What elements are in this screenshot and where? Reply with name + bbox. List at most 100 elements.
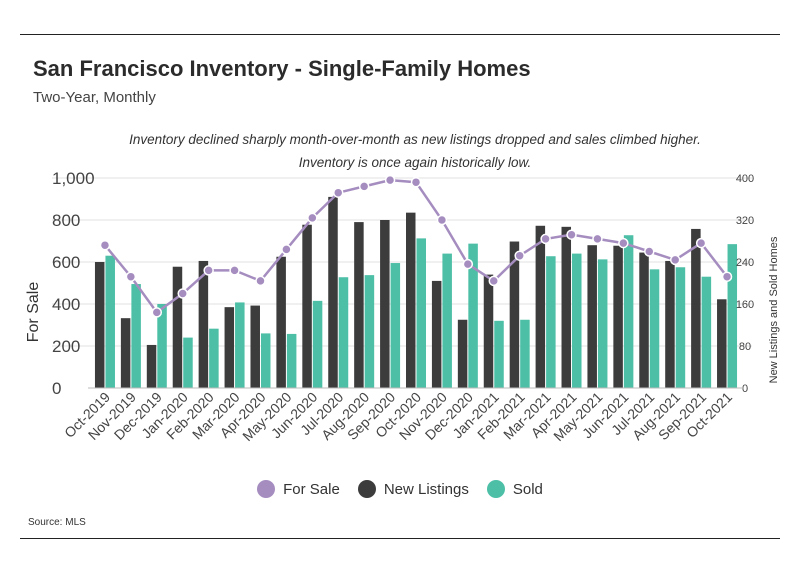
bar-sold (131, 284, 141, 388)
bar-sold (649, 269, 660, 388)
bar-new-listings (431, 280, 442, 388)
bar-new-listings (328, 196, 338, 388)
bar-new-listings (380, 220, 390, 388)
bar-new-listings (665, 260, 675, 388)
y-tick-label-left: 200 (52, 337, 80, 356)
chart-title: San Francisco Inventory - Single-Family … (33, 56, 531, 81)
bar-sold (675, 267, 686, 388)
bar-new-listings (691, 228, 701, 388)
bar-new-listings (224, 307, 235, 388)
for-sale-point (695, 237, 707, 249)
bar-sold (546, 256, 556, 388)
bar-new-listings (198, 260, 209, 388)
for-sale-point (358, 181, 370, 192)
y-tick-label-right: 80 (739, 341, 751, 353)
top-rule (20, 34, 780, 35)
for-sale-point (177, 288, 188, 299)
new-listings-swatch-icon (357, 480, 376, 498)
bar-new-listings (94, 262, 105, 388)
for-sale-point (384, 174, 396, 186)
bar-sold (442, 253, 452, 388)
y-tick-label-right: 240 (736, 257, 754, 269)
legend-label-for-sale: For Sale (283, 480, 340, 498)
bar-sold (235, 302, 245, 388)
bar-sold (416, 238, 426, 388)
legend-item-sold: Sold (486, 480, 543, 498)
bar-sold (364, 275, 375, 388)
y-tick-label-right: 0 (742, 383, 748, 395)
for-sale-point (514, 250, 525, 261)
bar-new-listings (717, 299, 727, 388)
bar-new-listings (613, 245, 623, 388)
bar-sold (727, 244, 738, 388)
y-tick-label-left: 400 (52, 295, 80, 314)
bar-new-listings (120, 318, 131, 388)
legend-label-sold: Sold (512, 480, 543, 498)
bar-new-listings (639, 252, 649, 388)
for-sale-point (203, 265, 214, 276)
for-sale-point (462, 258, 474, 270)
bar-sold (209, 328, 219, 388)
legend: For Sale New Listings Sold (0, 480, 800, 498)
y-tick-label-right: 320 (736, 215, 754, 227)
for-sale-point (151, 307, 163, 318)
bar-new-listings (457, 319, 468, 388)
for-sale-point (410, 176, 422, 188)
for-sale-line (99, 174, 733, 318)
legend-item-new-listings: New Listings (357, 480, 469, 498)
y-axis-title-left: For Sale (25, 282, 42, 343)
for-sale-point (255, 275, 266, 287)
bar-sold (338, 277, 349, 388)
for-sale-point (644, 246, 655, 257)
y-tick-label-left: 1,000 (52, 169, 95, 188)
for-sale-point (332, 187, 344, 198)
bar-new-listings (561, 226, 572, 388)
for-sale-point (566, 229, 577, 240)
bar-sold (260, 333, 271, 388)
bar-sold (183, 337, 193, 388)
chart-subtitle: Two-Year, Monthly (33, 89, 156, 106)
for-sale-point (488, 275, 500, 287)
for-sale-point (229, 265, 240, 276)
y-tick-label-right: 160 (736, 299, 754, 311)
bar-new-listings (172, 266, 183, 388)
bar-sold (157, 304, 167, 388)
bar-sold (105, 255, 115, 388)
bars (94, 196, 738, 388)
bar-sold (701, 276, 712, 388)
bar-new-listings (483, 274, 494, 388)
bar-new-listings (406, 212, 416, 388)
bar-new-listings (509, 241, 520, 388)
y-tick-label-left: 0 (52, 379, 61, 398)
bar-new-listings (587, 245, 597, 388)
bar-new-listings (302, 224, 312, 388)
for-sale-point (592, 233, 603, 245)
bar-sold (468, 243, 478, 388)
for-sale-point (540, 233, 551, 245)
bar-new-listings (276, 256, 286, 388)
for-sale-point (669, 254, 681, 266)
for-sale-point (618, 237, 629, 249)
for-sale-point (99, 239, 111, 251)
bar-sold (572, 253, 582, 388)
bar-sold (494, 320, 504, 388)
bar-new-listings (354, 222, 364, 388)
y-tick-label-right: 400 (736, 173, 754, 185)
chart-annotation: Inventory declined sharply month-over-mo… (129, 132, 701, 170)
for-sale-point (307, 212, 318, 224)
for-sale-point (281, 244, 292, 255)
bottom-rule (20, 538, 780, 539)
y-axis-title-right: New Listings and Sold Homes (768, 236, 780, 383)
bar-sold (390, 263, 401, 388)
for-sale-swatch-icon (257, 480, 276, 498)
bar-sold (597, 259, 608, 388)
sold-swatch-icon (486, 480, 505, 498)
for-sale-point (436, 214, 448, 226)
bar-new-listings (535, 225, 546, 388)
for-sale-point (125, 271, 137, 282)
legend-label-new-listings: New Listings (383, 480, 469, 498)
bar-sold (286, 333, 297, 388)
source-note: Source: MLS (28, 517, 86, 528)
y-tick-label-left: 600 (52, 253, 80, 272)
bar-sold (623, 235, 634, 388)
